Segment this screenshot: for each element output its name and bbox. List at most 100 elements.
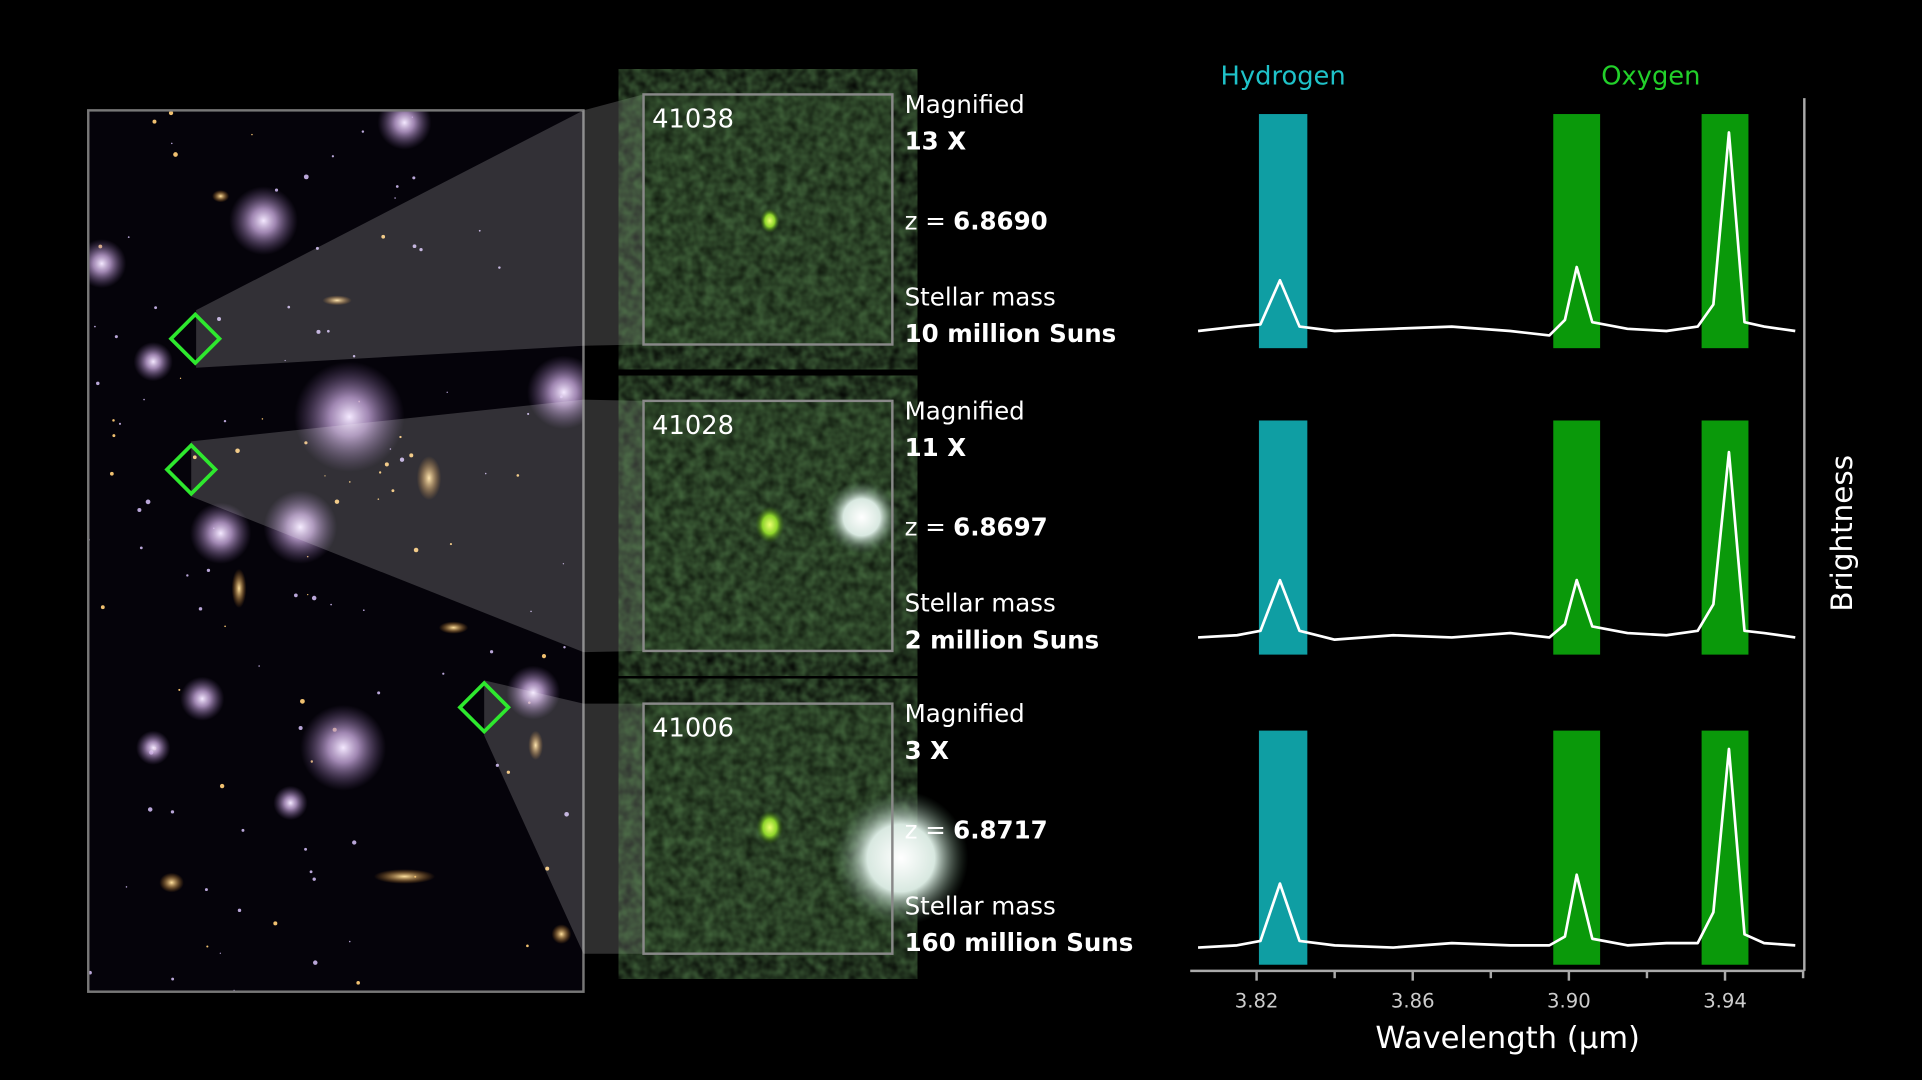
star xyxy=(206,568,211,573)
star xyxy=(223,419,227,423)
zoom-cone xyxy=(583,399,644,653)
star xyxy=(330,603,332,606)
star xyxy=(109,471,114,476)
star xyxy=(154,306,158,310)
star xyxy=(171,977,175,981)
star xyxy=(112,419,115,422)
galaxy xyxy=(528,730,544,761)
star xyxy=(112,434,116,438)
star xyxy=(562,563,565,565)
star xyxy=(516,474,520,477)
star xyxy=(219,783,225,789)
stellar-mass: 160 million Suns xyxy=(905,928,1134,957)
x-tick-label: 3.94 xyxy=(1703,990,1747,1013)
galaxy xyxy=(88,239,127,289)
star xyxy=(495,763,499,767)
galaxy xyxy=(551,924,572,944)
emission-band xyxy=(1553,730,1601,965)
star xyxy=(311,595,317,601)
star xyxy=(192,455,197,460)
galaxy-blob xyxy=(756,810,784,845)
star xyxy=(399,457,405,462)
magnification: 3 X xyxy=(905,736,950,765)
star xyxy=(261,418,264,420)
star xyxy=(224,625,226,628)
star xyxy=(241,828,245,832)
star xyxy=(352,840,357,845)
star xyxy=(331,155,335,158)
band-label: Oxygen xyxy=(1601,62,1700,92)
stellar-mass: 10 million Suns xyxy=(905,319,1117,348)
star xyxy=(362,609,365,612)
galaxy-id: 41028 xyxy=(652,411,734,441)
star xyxy=(348,481,351,483)
spectrum-line xyxy=(1197,131,1796,337)
spectrum-line xyxy=(1197,747,1796,949)
galaxy xyxy=(300,704,387,791)
star xyxy=(204,888,208,892)
star xyxy=(312,877,316,881)
star xyxy=(478,229,481,232)
mass-label: Stellar mass xyxy=(905,282,1056,311)
emission-band xyxy=(1258,730,1308,965)
star xyxy=(316,329,321,334)
galaxy xyxy=(263,490,338,564)
emission-band xyxy=(1701,730,1749,965)
magnified-label: Magnified xyxy=(905,90,1025,119)
star xyxy=(446,391,448,394)
galaxy xyxy=(438,621,469,634)
x-axis-label: Wavelength (µm) xyxy=(1375,1021,1640,1056)
star xyxy=(139,546,143,550)
galaxy-blob xyxy=(759,208,780,233)
star xyxy=(412,176,416,180)
y-axis-label: Brightness xyxy=(1825,455,1859,612)
star xyxy=(219,952,221,954)
star xyxy=(442,672,445,675)
galaxy xyxy=(231,568,247,609)
star xyxy=(449,543,452,546)
star xyxy=(356,981,360,985)
star xyxy=(94,325,96,328)
galaxy xyxy=(373,869,436,884)
star xyxy=(217,316,221,321)
star xyxy=(114,335,118,339)
zoom-cone xyxy=(484,680,584,954)
star xyxy=(284,359,286,362)
star xyxy=(384,462,389,467)
star xyxy=(395,185,399,188)
star xyxy=(179,377,182,379)
star xyxy=(118,422,122,425)
star xyxy=(324,475,326,477)
mass-label: Stellar mass xyxy=(905,589,1056,618)
star xyxy=(377,691,381,695)
star xyxy=(273,921,278,926)
star xyxy=(381,234,386,239)
star xyxy=(145,499,151,505)
galaxy xyxy=(273,785,308,821)
star xyxy=(96,381,100,386)
galaxy-id: 41038 xyxy=(652,105,734,135)
emission-band xyxy=(1553,114,1601,349)
star xyxy=(251,133,253,136)
star xyxy=(489,650,494,654)
redshift: 6.8717 xyxy=(953,815,1048,844)
star xyxy=(391,489,395,493)
star xyxy=(506,770,511,774)
x-tick-label: 3.86 xyxy=(1391,990,1435,1013)
star xyxy=(186,574,189,577)
galaxy xyxy=(229,186,298,256)
foreground-object xyxy=(833,790,969,926)
inset-frame xyxy=(642,93,894,346)
target-marker xyxy=(164,442,219,497)
star xyxy=(171,142,173,145)
star xyxy=(258,665,260,667)
redshift-label: z = xyxy=(905,513,946,542)
star xyxy=(170,810,175,814)
star xyxy=(377,498,380,500)
star xyxy=(484,472,487,475)
star xyxy=(334,499,340,504)
star xyxy=(125,886,128,888)
star xyxy=(412,244,417,249)
star xyxy=(527,412,530,416)
